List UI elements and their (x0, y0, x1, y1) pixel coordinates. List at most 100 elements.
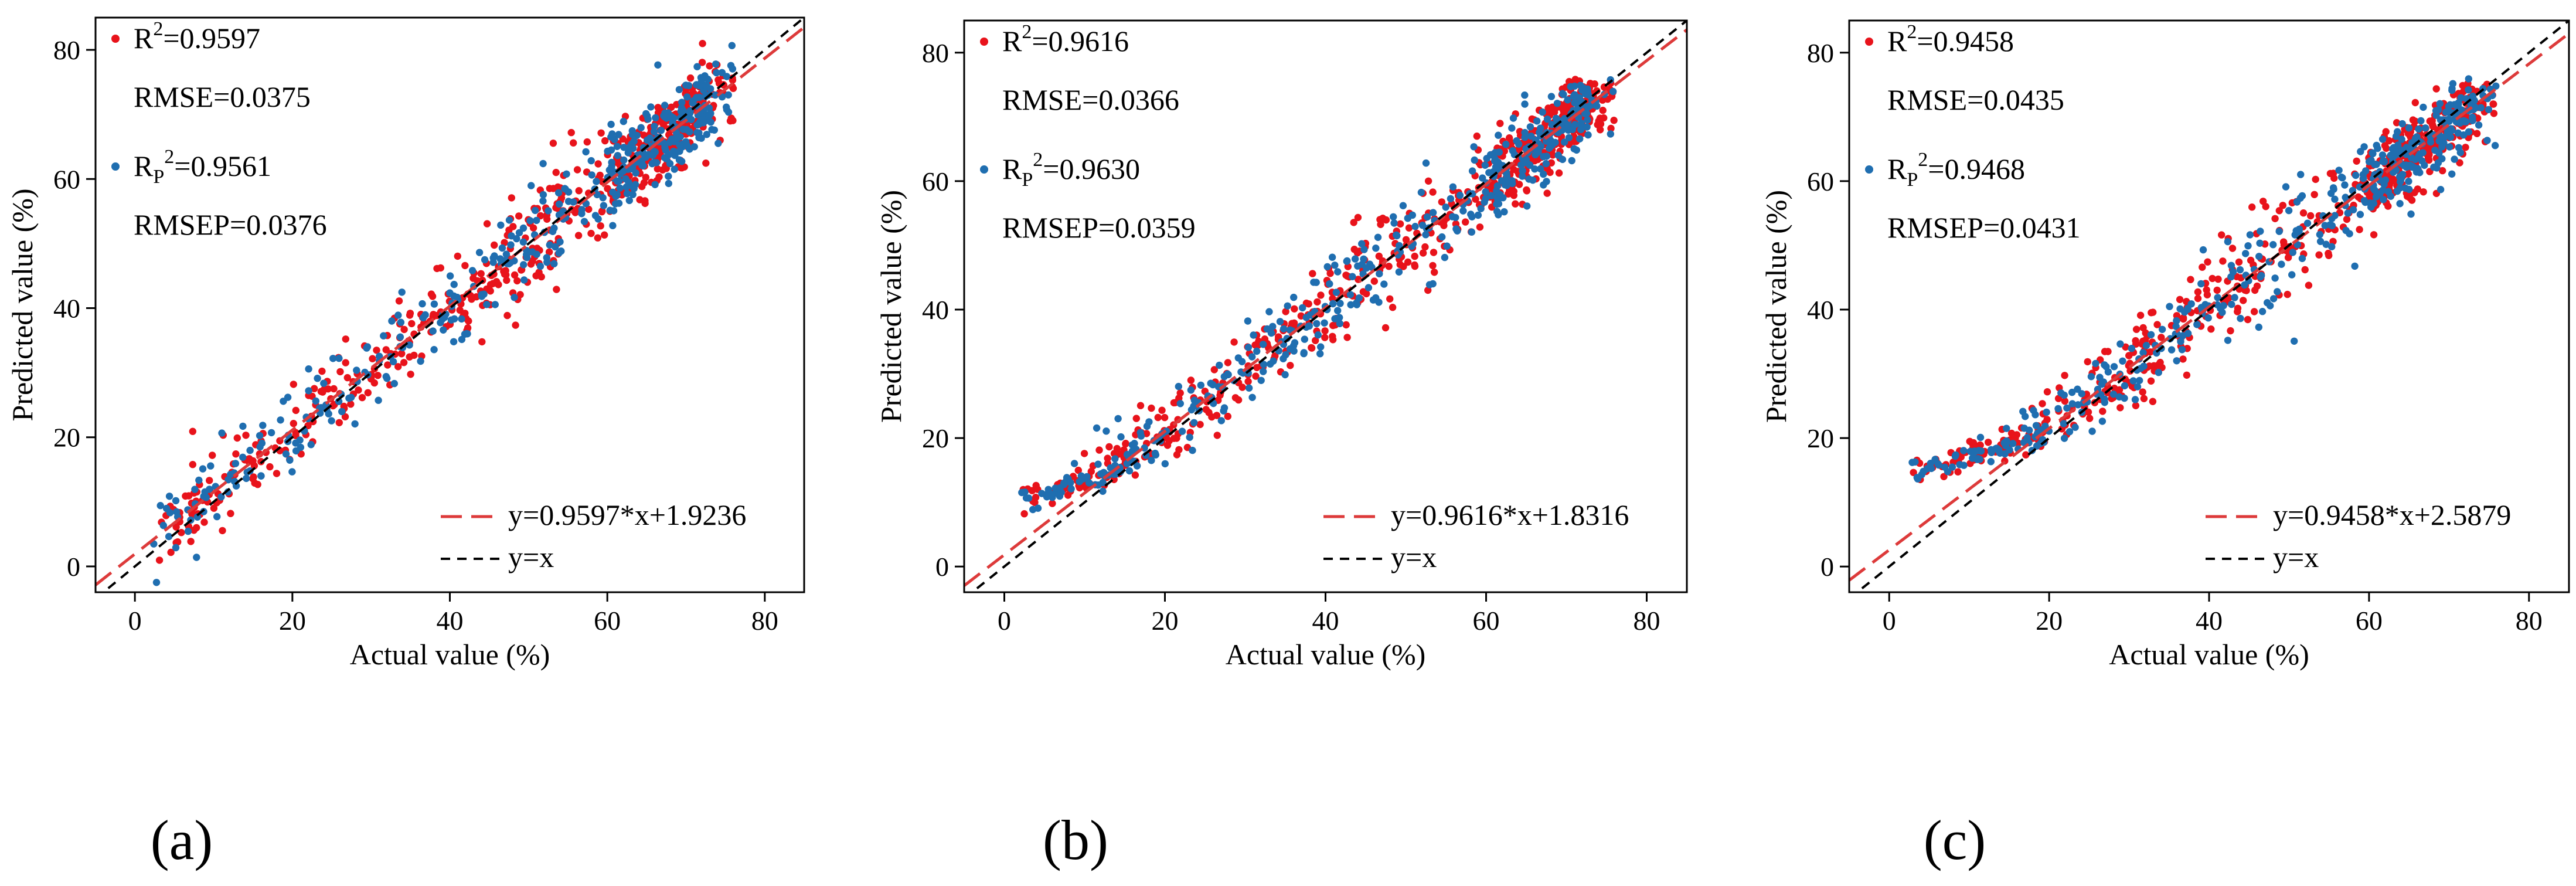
prediction-point (1083, 473, 1091, 481)
prediction-point (1960, 447, 1968, 454)
prediction-point (1329, 300, 1337, 308)
prediction-point (1190, 419, 1198, 426)
prediction-point (2244, 242, 2252, 250)
calibration-point (1510, 192, 1517, 199)
prediction-point (550, 260, 558, 267)
prediction-point (1488, 192, 1495, 199)
calibration-point (2343, 215, 2351, 223)
prediction-point (520, 276, 528, 284)
calibration-point (2145, 362, 2153, 370)
prediction-point (2432, 111, 2440, 119)
calibration-point (373, 347, 380, 354)
calibration-point (1462, 218, 1469, 226)
y-tick-label: 40 (53, 294, 80, 324)
prediction-point (218, 429, 226, 437)
calibration-point (2228, 245, 2237, 252)
calibration-point (155, 556, 164, 564)
calibration-point (1343, 334, 1351, 341)
prediction-point (1536, 128, 1543, 137)
stat-rmsep: RMSEP=0.0376 (134, 208, 327, 241)
prediction-point (2446, 143, 2454, 151)
prediction-point (1418, 222, 1427, 229)
calibration-point (461, 310, 469, 317)
prediction-point (2303, 219, 2312, 227)
prediction-point (578, 206, 586, 213)
prediction-point (1299, 304, 1306, 312)
prediction-point (2289, 249, 2296, 256)
prediction-point (2258, 271, 2265, 280)
calibration-point (1122, 440, 1129, 448)
prediction-point (2214, 294, 2221, 301)
y-axis-label: Predicted value (%) (874, 190, 907, 423)
calibration-point (2356, 226, 2363, 233)
stat-value: =0.0375 (213, 80, 311, 113)
prediction-point (1485, 169, 1493, 176)
prediction-point (1577, 125, 1585, 134)
prediction-point (2176, 305, 2184, 313)
stat-r: R2=0.9458 (1887, 21, 2014, 57)
prediction-point (683, 125, 690, 134)
prediction-point (1423, 213, 1431, 221)
calibration-point (384, 361, 392, 369)
prediction-point (1442, 203, 1449, 211)
prediction-point (2448, 84, 2456, 93)
calibration-point (659, 119, 666, 127)
stat-r: R2=0.9616 (1002, 21, 1129, 57)
stat-name: R (134, 22, 154, 55)
prediction-point (1560, 90, 1567, 99)
prediction-point (1060, 479, 1068, 487)
prediction-point (1540, 170, 1547, 178)
calibration-point (2456, 159, 2463, 167)
prediction-point (1470, 143, 1478, 151)
prediction-point (615, 131, 622, 138)
prediction-point (1523, 202, 1531, 210)
prediction-point (2271, 274, 2279, 282)
prediction-point (1034, 504, 1042, 512)
prediction-point (2078, 390, 2085, 398)
calibration-point (355, 386, 362, 394)
calibration-point (706, 62, 713, 70)
calibration-point (597, 129, 605, 137)
prediction-point (723, 103, 730, 111)
panel-a: 0 20 40 60 80 0 20 40 60 80 Actual value (%) Predic… (6, 16, 805, 871)
prediction-point (2264, 299, 2271, 307)
calibration-point (1187, 376, 1195, 384)
prediction-point (2380, 157, 2388, 165)
prediction-point (2360, 143, 2368, 151)
stat-subscript: P (153, 166, 164, 188)
prediction-point (296, 436, 304, 444)
prediction-point (1390, 219, 1398, 227)
prediction-point (1369, 296, 1377, 304)
panel-label: (a) (151, 809, 213, 871)
prediction-point (1260, 361, 1268, 368)
identity-line (101, 18, 804, 592)
calibration-point (329, 402, 337, 410)
prediction-point (1468, 228, 1476, 236)
prediction-point (2258, 308, 2267, 315)
prediction-point (693, 63, 701, 70)
calibration-point (1424, 286, 1432, 294)
calibration-point (2330, 174, 2338, 182)
prediction-point (284, 393, 292, 401)
prediction-point (622, 183, 630, 191)
prediction-point (2342, 226, 2350, 235)
prediction-point (2020, 439, 2028, 446)
prediction-point (545, 207, 552, 215)
fit-equation-label: y=0.9616*x+1.8316 (1391, 498, 1629, 531)
prediction-point (2227, 273, 2235, 281)
prediction-point (1577, 119, 1585, 127)
prediction-point (1545, 144, 1553, 152)
calibration-point (486, 281, 495, 288)
calibration-point (513, 277, 521, 285)
prediction-point (2142, 342, 2150, 349)
prediction-point (1425, 281, 1434, 288)
calibration-point (549, 140, 557, 147)
calibration-point (2149, 398, 2157, 405)
prediction-point (201, 488, 209, 496)
identity-line (970, 21, 1687, 592)
prediction-point (1519, 167, 1526, 175)
calibration-point (2307, 212, 2315, 220)
prediction-point (2104, 368, 2112, 376)
prediction-point (430, 300, 438, 308)
calibration-point (292, 429, 300, 437)
